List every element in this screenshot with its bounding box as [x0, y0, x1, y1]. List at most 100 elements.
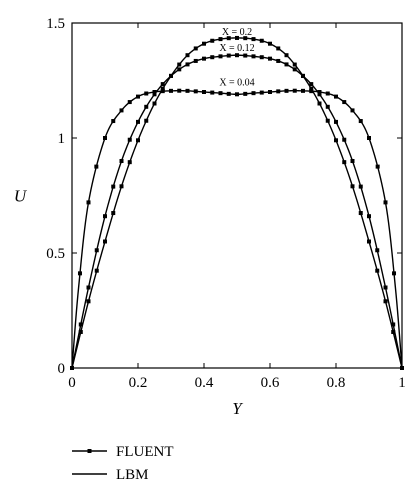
- data-point-x-0-12: [334, 119, 338, 124]
- data-point-x-0-04: [276, 89, 281, 94]
- y-axis-title: U: [14, 187, 28, 206]
- data-point-x-0-04: [358, 119, 363, 124]
- data-point-x-0-04: [235, 92, 239, 97]
- data-point-x-0-12: [259, 55, 264, 60]
- data-point-x-0-04: [193, 89, 198, 94]
- data-point-x-0-12: [193, 58, 198, 63]
- data-point-x-0-2: [136, 138, 140, 143]
- data-point-x-0-12: [127, 137, 132, 142]
- data-point-x-0-12: [111, 184, 116, 189]
- data-point-x-0-04: [367, 136, 371, 140]
- y-tick-label: 1.5: [46, 16, 65, 32]
- data-point-x-0-04: [226, 91, 231, 96]
- data-point-x-0-2: [367, 239, 371, 244]
- annotation-label: X = 0.04: [219, 78, 254, 89]
- series-line-x-0-04: [71, 90, 403, 369]
- data-point-x-0-04: [392, 271, 397, 276]
- data-point-x-0-12: [218, 54, 223, 59]
- data-point-x-0-2: [127, 160, 132, 165]
- data-point-x-0-04: [342, 100, 347, 105]
- data-point-x-0-04: [202, 90, 206, 94]
- data-point-x-0-12: [251, 54, 256, 59]
- data-point-x-0-2: [350, 184, 355, 189]
- annotation-label: X = 0.12: [219, 43, 254, 54]
- data-point-x-0-12: [136, 119, 140, 124]
- data-point-x-0-04: [309, 89, 314, 94]
- data-point-x-0-04: [375, 164, 380, 169]
- data-point-x-0-12: [350, 159, 355, 163]
- data-point-x-0-04: [383, 200, 388, 205]
- data-point-x-0-12: [235, 53, 239, 58]
- data-point-x-0-2: [309, 86, 314, 91]
- data-point-x-0-2: [160, 86, 165, 91]
- data-point-x-0-04: [251, 91, 256, 96]
- legend-label-lbm: LBM: [116, 467, 149, 483]
- data-point-x-0-2: [276, 46, 281, 51]
- data-point-x-0-04: [334, 94, 338, 99]
- data-point-x-0-04: [127, 100, 132, 105]
- legend: FLUENT LBM: [72, 444, 174, 483]
- data-point-x-0-12: [284, 62, 289, 67]
- data-point-x-0-04: [119, 108, 124, 113]
- data-point-x-0-04: [103, 136, 107, 140]
- data-point-x-0-2: [383, 299, 388, 304]
- data-point-x-0-04: [325, 91, 330, 96]
- data-point-x-0-2: [111, 211, 116, 216]
- data-point-x-0-04: [210, 90, 215, 95]
- x-tick-label: 1: [398, 375, 406, 391]
- data-point-x-0-2: [78, 329, 83, 334]
- data-point-x-0-04: [77, 271, 82, 276]
- data-point-x-0-2: [284, 53, 289, 58]
- data-point-x-0-04: [350, 108, 355, 113]
- data-point-x-0-2: [103, 239, 107, 244]
- data-point-x-0-2: [226, 36, 231, 41]
- curve-annotations: X = 0.2 X = 0.12 X = 0.04: [219, 27, 254, 89]
- data-point-x-0-2: [94, 268, 99, 273]
- x-tick-label: 0.8: [327, 375, 346, 391]
- data-point-x-0-2: [144, 118, 149, 123]
- data-point-x-0-04: [144, 91, 149, 96]
- plot-frame: [71, 22, 403, 369]
- data-point-x-0-12: [160, 82, 165, 87]
- data-point-x-0-04: [86, 200, 91, 205]
- data-point-x-0-04: [160, 89, 165, 94]
- data-point-x-0-2: [391, 329, 396, 334]
- data-point-x-0-2: [235, 35, 239, 40]
- legend-label-fluent: FLUENT: [116, 444, 174, 460]
- data-point-x-0-2: [292, 62, 297, 67]
- data-point-x-0-12: [342, 137, 347, 142]
- data-point-x-0-04: [268, 90, 272, 94]
- data-point-x-0-04: [317, 90, 322, 94]
- x-axis-title: Y: [232, 399, 243, 418]
- data-point-x-0-12: [210, 55, 215, 60]
- legend-item-lbm: LBM: [72, 467, 149, 483]
- data-point-x-0-2: [251, 37, 256, 42]
- data-point-x-0-2: [86, 299, 91, 304]
- data-point-x-0-04: [292, 88, 297, 93]
- data-point-x-0-12: [119, 159, 124, 163]
- data-point-x-0-04: [169, 88, 173, 93]
- data-point-x-0-04: [111, 119, 116, 124]
- data-point-x-0-2: [259, 38, 264, 43]
- data-point-x-0-2: [152, 101, 157, 106]
- axis-ticks: 0 0.2 0.4 0.6 0.8 1 0 0.5 1 1.5: [46, 16, 406, 391]
- plot-area: [70, 35, 404, 370]
- data-point-x-0-2: [317, 101, 322, 106]
- data-point-x-0-2: [301, 73, 305, 78]
- data-point-x-0-2: [202, 41, 206, 46]
- data-point-x-0-12: [152, 92, 157, 97]
- data-point-x-0-2: [169, 73, 173, 78]
- data-point-x-0-12: [243, 53, 248, 58]
- data-point-x-0-12: [292, 67, 297, 72]
- data-point-x-0-12: [78, 322, 83, 327]
- data-point-x-0-04: [301, 88, 305, 93]
- data-point-x-0-12: [309, 82, 314, 87]
- y-tick-label: 1: [58, 131, 66, 147]
- data-point-x-0-2: [358, 211, 363, 216]
- data-point-x-0-12: [94, 248, 99, 253]
- data-point-x-0-12: [86, 285, 91, 290]
- data-point-x-0-12: [325, 104, 330, 109]
- data-point-x-0-2: [334, 138, 338, 143]
- data-point-x-0-04: [94, 164, 99, 169]
